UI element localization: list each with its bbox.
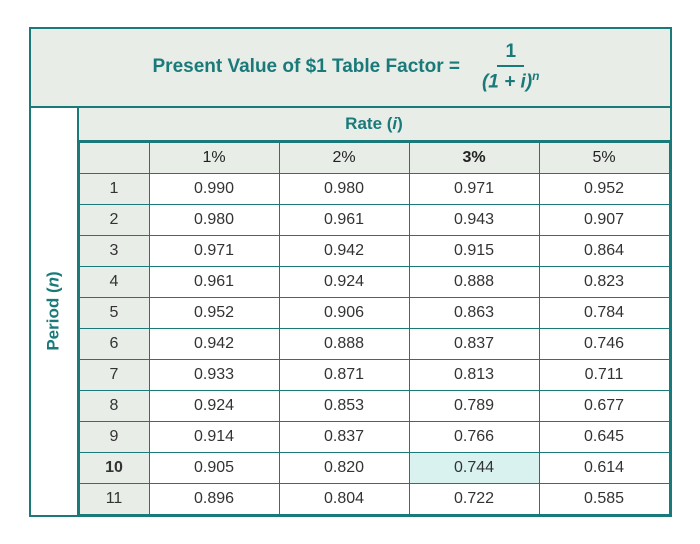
rate-label-prefix: Rate ( xyxy=(345,114,392,133)
formula-denominator: (1 + i)n xyxy=(474,67,548,93)
data-cell: 0.744 xyxy=(409,452,539,483)
table-row: 80.9240.8530.7890.677 xyxy=(79,390,669,421)
col-header-2pct: 2% xyxy=(279,142,409,173)
period-cell: 3 xyxy=(79,235,149,266)
data-cell: 0.789 xyxy=(409,390,539,421)
rate-axis-label: Rate (i) xyxy=(79,108,670,142)
data-cell: 0.766 xyxy=(409,421,539,452)
formula-fraction: 1 (1 + i)n xyxy=(474,41,548,93)
data-cell: 0.952 xyxy=(539,173,669,204)
table-row: 30.9710.9420.9150.864 xyxy=(79,235,669,266)
data-cell: 0.585 xyxy=(539,483,669,514)
title-row: Present Value of $1 Table Factor = 1 (1 … xyxy=(31,29,670,107)
data-cell: 0.980 xyxy=(149,204,279,235)
title-text: Present Value of $1 Table Factor = xyxy=(153,56,460,78)
col-header-3pct: 3% xyxy=(409,142,539,173)
pv-table-container: Present Value of $1 Table Factor = 1 (1 … xyxy=(29,27,672,516)
data-cell: 0.971 xyxy=(409,173,539,204)
data-cell: 0.820 xyxy=(279,452,409,483)
data-cell: 0.971 xyxy=(149,235,279,266)
data-cell: 0.813 xyxy=(409,359,539,390)
table-row: 100.9050.8200.7440.614 xyxy=(79,452,669,483)
table-row: 110.8960.8040.7220.585 xyxy=(79,483,669,514)
table-row: 20.9800.9610.9430.907 xyxy=(79,204,669,235)
data-cell: 0.871 xyxy=(279,359,409,390)
period-label-prefix: Period ( xyxy=(44,288,63,351)
period-cell: 9 xyxy=(79,421,149,452)
period-cell: 1 xyxy=(79,173,149,204)
period-cell: 11 xyxy=(79,483,149,514)
period-cell: 4 xyxy=(79,266,149,297)
denom-left: (1 + xyxy=(482,72,521,93)
period-cell: 5 xyxy=(79,297,149,328)
data-cell: 0.837 xyxy=(409,328,539,359)
period-cell: 6 xyxy=(79,328,149,359)
table-row: 60.9420.8880.8370.746 xyxy=(79,328,669,359)
data-cell: 0.942 xyxy=(279,235,409,266)
table-row: 50.9520.9060.8630.784 xyxy=(79,297,669,328)
data-cell: 0.980 xyxy=(279,173,409,204)
data-cell: 0.722 xyxy=(409,483,539,514)
data-cell: 0.990 xyxy=(149,173,279,204)
col-header-1pct: 1% xyxy=(149,142,279,173)
data-cell: 0.853 xyxy=(279,390,409,421)
data-cell: 0.804 xyxy=(279,483,409,514)
period-label-suffix: ) xyxy=(44,271,63,277)
period-label-text: Period (n) xyxy=(44,271,64,350)
pv-table: 1% 2% 3% 5% 10.9900.9800.9710.95220.9800… xyxy=(79,142,670,515)
data-cell: 0.905 xyxy=(149,452,279,483)
data-cell: 0.933 xyxy=(149,359,279,390)
data-cell: 0.914 xyxy=(149,421,279,452)
data-cell: 0.961 xyxy=(149,266,279,297)
data-cell: 0.896 xyxy=(149,483,279,514)
data-cell: 0.863 xyxy=(409,297,539,328)
column-header-row: 1% 2% 3% 5% xyxy=(79,142,669,173)
data-cell: 0.888 xyxy=(409,266,539,297)
data-cell: 0.864 xyxy=(539,235,669,266)
data-cell: 0.823 xyxy=(539,266,669,297)
denom-sup-n: n xyxy=(532,69,539,83)
data-cell: 0.784 xyxy=(539,297,669,328)
data-cell: 0.711 xyxy=(539,359,669,390)
period-axis-label: Period (n) xyxy=(31,108,79,515)
empty-corner xyxy=(79,142,149,173)
data-cell: 0.915 xyxy=(409,235,539,266)
formula-numerator: 1 xyxy=(497,41,524,67)
table-row: 70.9330.8710.8130.711 xyxy=(79,359,669,390)
data-cell: 0.943 xyxy=(409,204,539,235)
data-cell: 0.952 xyxy=(149,297,279,328)
period-cell: 7 xyxy=(79,359,149,390)
data-cell: 0.614 xyxy=(539,452,669,483)
main-grid: Period (n) Rate (i) 1% 2% 3% 5% 1 xyxy=(31,108,670,515)
data-cell: 0.924 xyxy=(149,390,279,421)
table-row: 90.9140.8370.7660.645 xyxy=(79,421,669,452)
data-cell: 0.942 xyxy=(149,328,279,359)
table-row: 40.9610.9240.8880.823 xyxy=(79,266,669,297)
period-cell: 2 xyxy=(79,204,149,235)
period-cell: 8 xyxy=(79,390,149,421)
data-cell: 0.837 xyxy=(279,421,409,452)
data-cell: 0.888 xyxy=(279,328,409,359)
table-body: 10.9900.9800.9710.95220.9800.9610.9430.9… xyxy=(79,173,669,514)
data-cell: 0.907 xyxy=(539,204,669,235)
table-wrap: Rate (i) 1% 2% 3% 5% 10.9900.9800.9710.9… xyxy=(79,108,670,515)
data-cell: 0.906 xyxy=(279,297,409,328)
col-header-5pct: 5% xyxy=(539,142,669,173)
data-cell: 0.746 xyxy=(539,328,669,359)
data-cell: 0.677 xyxy=(539,390,669,421)
rate-label-suffix: ) xyxy=(397,114,403,133)
data-cell: 0.645 xyxy=(539,421,669,452)
table-row: 10.9900.9800.9710.952 xyxy=(79,173,669,204)
period-label-var: n xyxy=(44,277,63,287)
period-cell: 10 xyxy=(79,452,149,483)
data-cell: 0.924 xyxy=(279,266,409,297)
data-cell: 0.961 xyxy=(279,204,409,235)
